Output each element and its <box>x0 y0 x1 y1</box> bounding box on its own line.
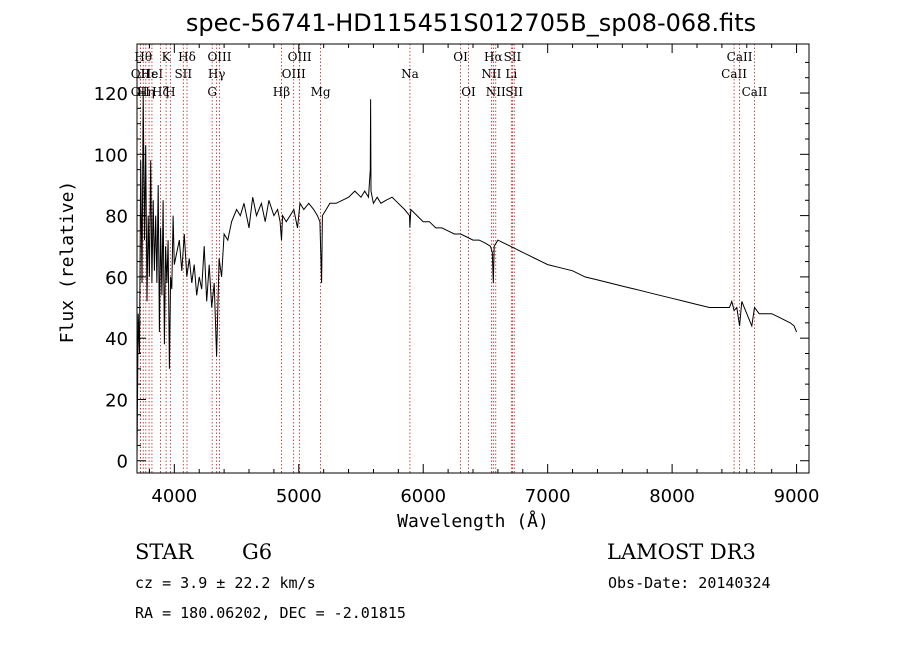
x-tick-label: 7000 <box>525 486 571 507</box>
y-tick-label: 40 <box>105 329 128 350</box>
spectral-line-label: SII <box>505 85 523 99</box>
y-axis: 0 20 40 60 80 100 120 <box>94 61 809 473</box>
spectral-line-label: Hγ <box>208 67 226 81</box>
spectral-line-label: Na <box>401 67 419 81</box>
object-subclass: G6 <box>242 540 273 564</box>
x-axis-label: Wavelength (Å) <box>397 510 549 532</box>
y-tick-label: 60 <box>105 268 128 289</box>
spectral-line-label: Hβ <box>273 85 290 99</box>
survey-name: LAMOST DR3 <box>607 540 756 564</box>
x-tick-label: 9000 <box>774 486 820 507</box>
spectral-line-label: NII <box>481 67 501 81</box>
y-tick-label: 100 <box>94 145 128 166</box>
object-class: STAR <box>135 540 194 564</box>
spectrum-chart: spec-56741-HD115451S012705B_sp08-068.fit… <box>57 9 820 532</box>
obs-date-text: Obs-Date: 20140324 <box>608 574 771 592</box>
redshift-text: cz = 3.9 ± 22.2 km/s <box>135 574 316 592</box>
spectral-line-label: SII <box>174 67 192 81</box>
spectral-line-label: NII <box>486 85 506 99</box>
spectral-line-label: Hε <box>141 67 158 81</box>
flux-series-line <box>136 92 798 461</box>
spectral-line-label: CaII <box>721 67 747 81</box>
coordinates-text: RA = 180.06202, DEC = -2.01815 <box>135 604 406 622</box>
spectral-line-label: OI <box>461 85 476 99</box>
x-axis: 4000 5000 6000 7000 8000 9000 <box>148 44 820 507</box>
y-tick-label: 0 <box>117 452 128 473</box>
x-tick-label: 8000 <box>649 486 695 507</box>
y-tick-label: 80 <box>105 207 128 228</box>
spectral-line-label: Hη <box>137 85 155 99</box>
spectral-line-label: OI <box>453 50 468 64</box>
y-tick-label: 120 <box>94 84 128 105</box>
spectral-line-label: Hα <box>484 50 503 64</box>
spectral-line-label: SII <box>504 50 522 64</box>
spectral-line-label: Li <box>505 67 517 81</box>
spectral-line-label: G <box>207 85 217 99</box>
x-tick-label: 6000 <box>400 486 446 507</box>
spectral-line-label: Mg <box>311 85 331 99</box>
spectral-line-label: OIII <box>288 50 312 64</box>
spectral-line-label: Hζ <box>152 85 169 99</box>
plot-frame <box>136 43 810 474</box>
spectral-line-label: CaII <box>727 50 753 64</box>
chart-title: spec-56741-HD115451S012705B_sp08-068.fit… <box>186 9 756 37</box>
x-tick-label: 5000 <box>276 486 322 507</box>
y-tick-label: 20 <box>105 390 128 411</box>
spectral-line-label: OII <box>131 67 151 81</box>
spectral-line-label: HeI <box>141 67 164 81</box>
x-tick-label: 4000 <box>151 486 197 507</box>
y-axis-label: Flux (relative) <box>57 181 78 344</box>
spectral-line-label: K <box>162 50 172 64</box>
spectral-line-label: Hδ <box>178 50 196 64</box>
spectral-line-label: H <box>165 85 175 99</box>
spectral-line-label: OII <box>131 85 151 99</box>
spectral-line-label: OIII <box>282 67 306 81</box>
spectral-line-label: Hθ <box>134 50 152 64</box>
spectral-line-label: OIII <box>207 50 231 64</box>
spectral-line-label: CaII <box>742 85 768 99</box>
